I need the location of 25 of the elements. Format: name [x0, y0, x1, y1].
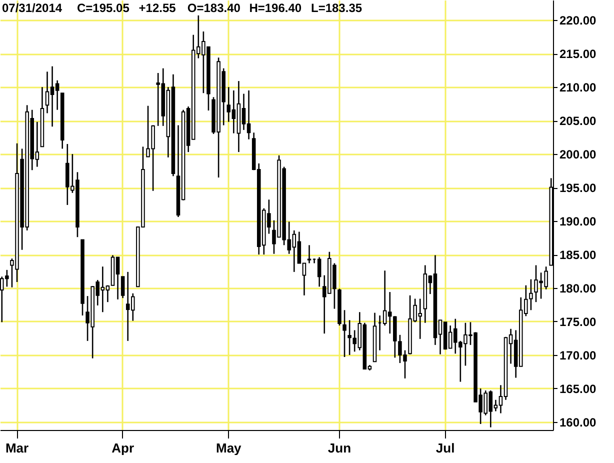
annotation: H=196.40 [249, 1, 302, 15]
y-tick-label: 205.00 [560, 114, 597, 128]
y-tick-label: 200.00 [560, 148, 597, 162]
candlestick [120, 276, 125, 299]
x-tick-label: Apr [112, 440, 134, 456]
candlestick [307, 244, 312, 264]
x-tick-label: Jun [328, 440, 352, 456]
y-tick-label: 175.00 [560, 314, 597, 329]
y-tick-label: 170.00 [560, 348, 597, 362]
x-tick-label: Mar [5, 440, 29, 456]
x-tick-label: May [216, 440, 242, 456]
y-tick-label: 195.00 [560, 181, 597, 196]
y-tick-label: 160.00 [560, 415, 597, 430]
candlestick [317, 256, 322, 288]
y-tick-label: 185.00 [560, 248, 597, 262]
y-tick-label: 190.00 [560, 214, 597, 229]
y-tick-label: 210.00 [560, 80, 597, 95]
y-tick-label: 220.00 [560, 14, 597, 28]
candlestick [342, 309, 346, 358]
y-tick-label: 180.00 [560, 282, 597, 296]
candlestick [529, 278, 533, 311]
y-tick-label: 165.00 [560, 382, 597, 396]
y-tick-label: 215.00 [560, 47, 597, 62]
x-tick-label: Jul [436, 440, 455, 456]
annotation: +12.55 [138, 1, 176, 15]
